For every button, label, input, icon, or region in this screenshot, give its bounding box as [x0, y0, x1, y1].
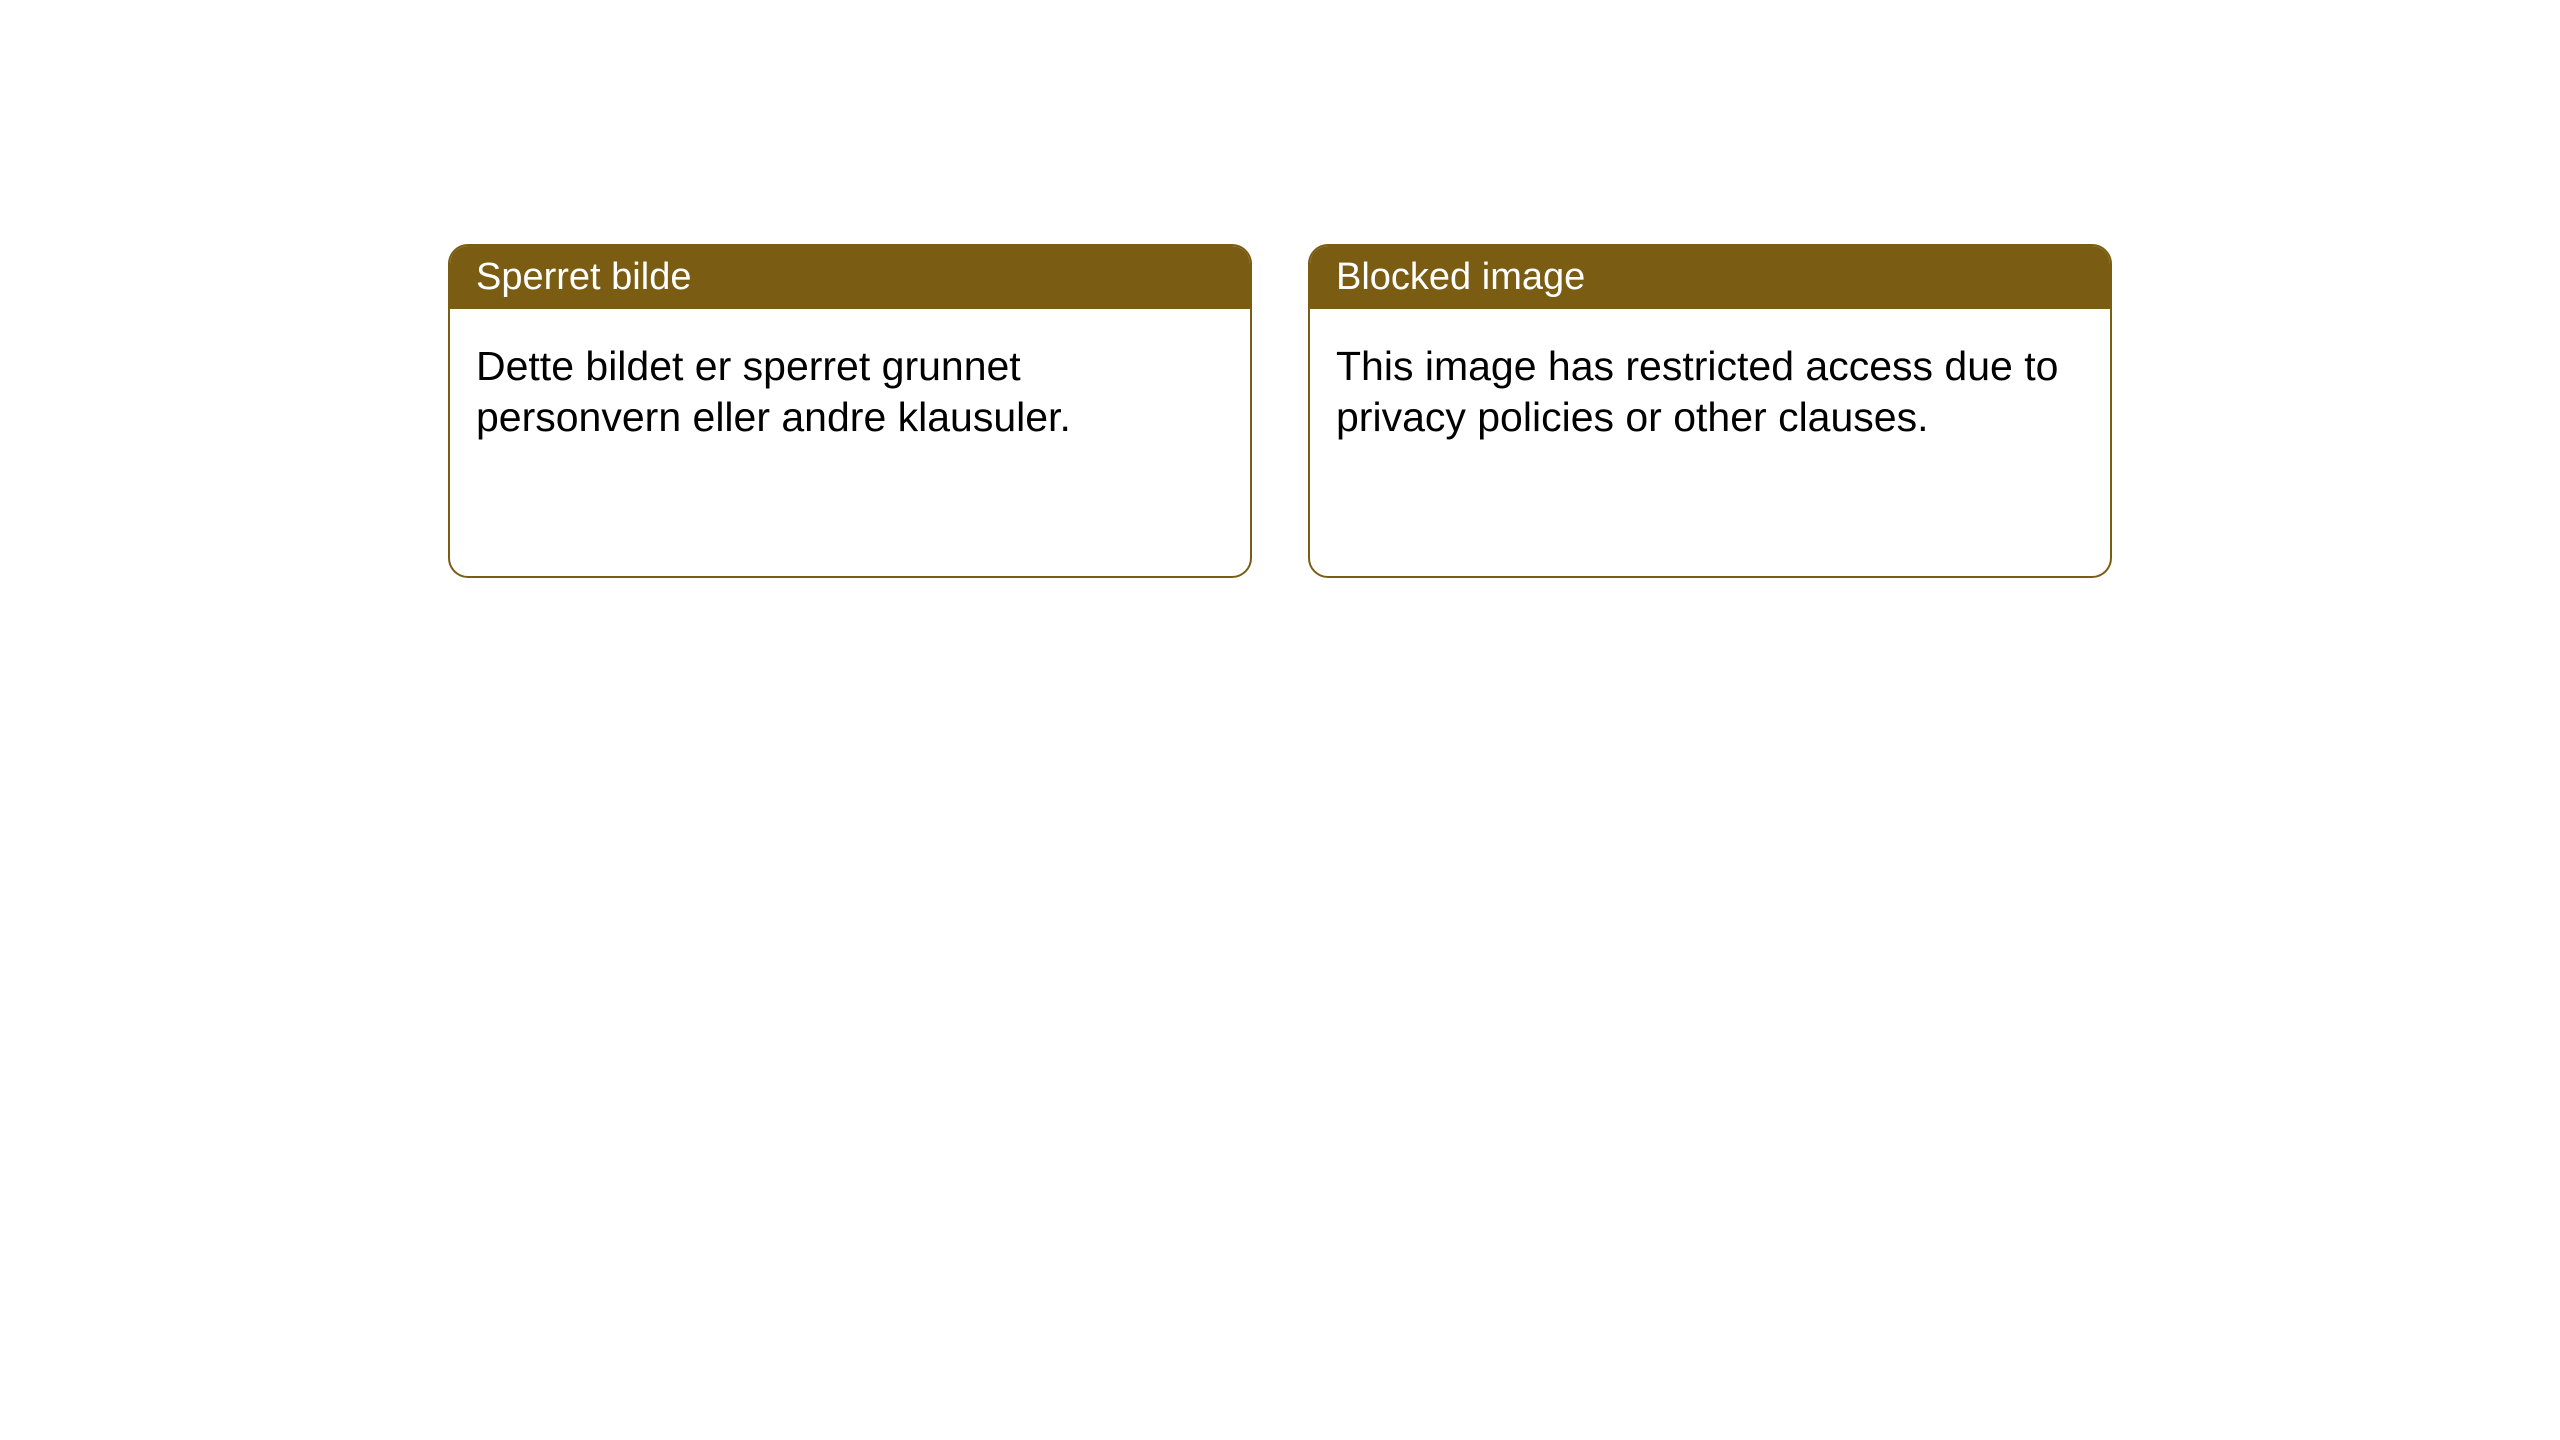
card-body-text: This image has restricted access due to … [1336, 343, 2058, 440]
card-body-text: Dette bildet er sperret grunnet personve… [476, 343, 1071, 440]
card-title: Blocked image [1336, 256, 1585, 298]
card-header: Sperret bilde [450, 246, 1250, 309]
card-header: Blocked image [1310, 246, 2110, 309]
notice-container: Sperret bilde Dette bildet er sperret gr… [448, 244, 2112, 578]
notice-card-english: Blocked image This image has restricted … [1308, 244, 2112, 578]
card-body: This image has restricted access due to … [1310, 309, 2110, 476]
notice-card-norwegian: Sperret bilde Dette bildet er sperret gr… [448, 244, 1252, 578]
card-title: Sperret bilde [476, 256, 691, 298]
card-body: Dette bildet er sperret grunnet personve… [450, 309, 1250, 476]
